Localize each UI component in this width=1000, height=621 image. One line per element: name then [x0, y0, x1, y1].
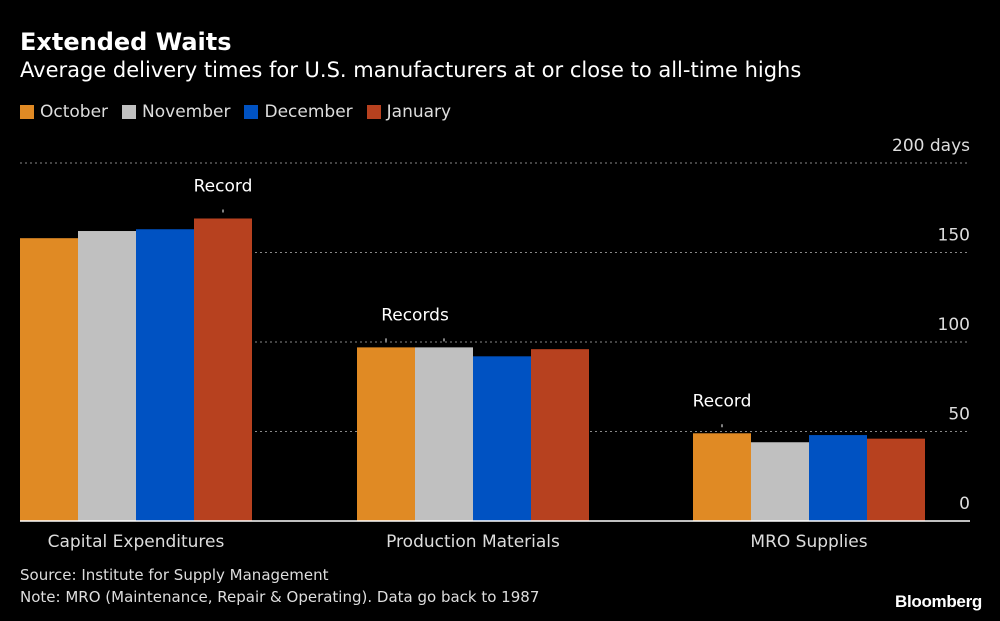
legend-label: October — [40, 102, 109, 122]
bar-january — [867, 438, 925, 521]
y-tick-label: 50 — [948, 405, 970, 425]
footnote: Note: MRO (Maintenance, Repair & Operati… — [20, 588, 540, 606]
annotation-label: Records — [381, 305, 449, 325]
legend-swatch — [20, 105, 34, 119]
legend-label: November — [142, 102, 231, 122]
x-tick-label: MRO Supplies — [750, 532, 867, 552]
legend: October November December January — [20, 102, 451, 122]
y-tick-label: 150 — [938, 226, 970, 246]
legend-swatch — [244, 105, 259, 119]
bar-november — [415, 347, 473, 521]
bar-november — [78, 231, 136, 521]
x-tick-label: Production Materials — [386, 532, 560, 552]
legend-label: January — [386, 102, 452, 122]
y-tick-label: 200 days — [892, 136, 970, 156]
y-tick-label: 100 — [938, 315, 970, 335]
chart-subtitle: Average delivery times for U.S. manufact… — [20, 58, 802, 82]
legend-item-december: December — [244, 102, 353, 122]
legend-item-october: October — [20, 102, 108, 122]
bar-november — [751, 442, 809, 521]
annotation-label: Record — [693, 391, 752, 411]
y-tick-label: 0 — [959, 494, 970, 514]
legend-label: December — [264, 102, 353, 122]
bar-december — [809, 435, 867, 521]
bar-october — [693, 433, 751, 521]
bloomberg-logo: Bloomberg — [894, 592, 982, 611]
bar-october — [357, 347, 415, 521]
legend-swatch — [122, 105, 137, 119]
legend-swatch — [366, 105, 381, 119]
source-note: Source: Institute for Supply Management — [20, 566, 329, 584]
bar-december — [473, 356, 531, 521]
x-tick-label: Capital Expenditures — [48, 532, 225, 552]
legend-item-january: January — [366, 102, 452, 122]
legend-item-november: November — [122, 102, 230, 122]
bar-january — [194, 218, 252, 522]
bar-december — [136, 229, 194, 522]
bar-october — [20, 238, 78, 521]
chart-title: Extended Waits — [20, 28, 232, 56]
bar-january — [531, 349, 589, 521]
annotation-label: Record — [194, 176, 253, 196]
